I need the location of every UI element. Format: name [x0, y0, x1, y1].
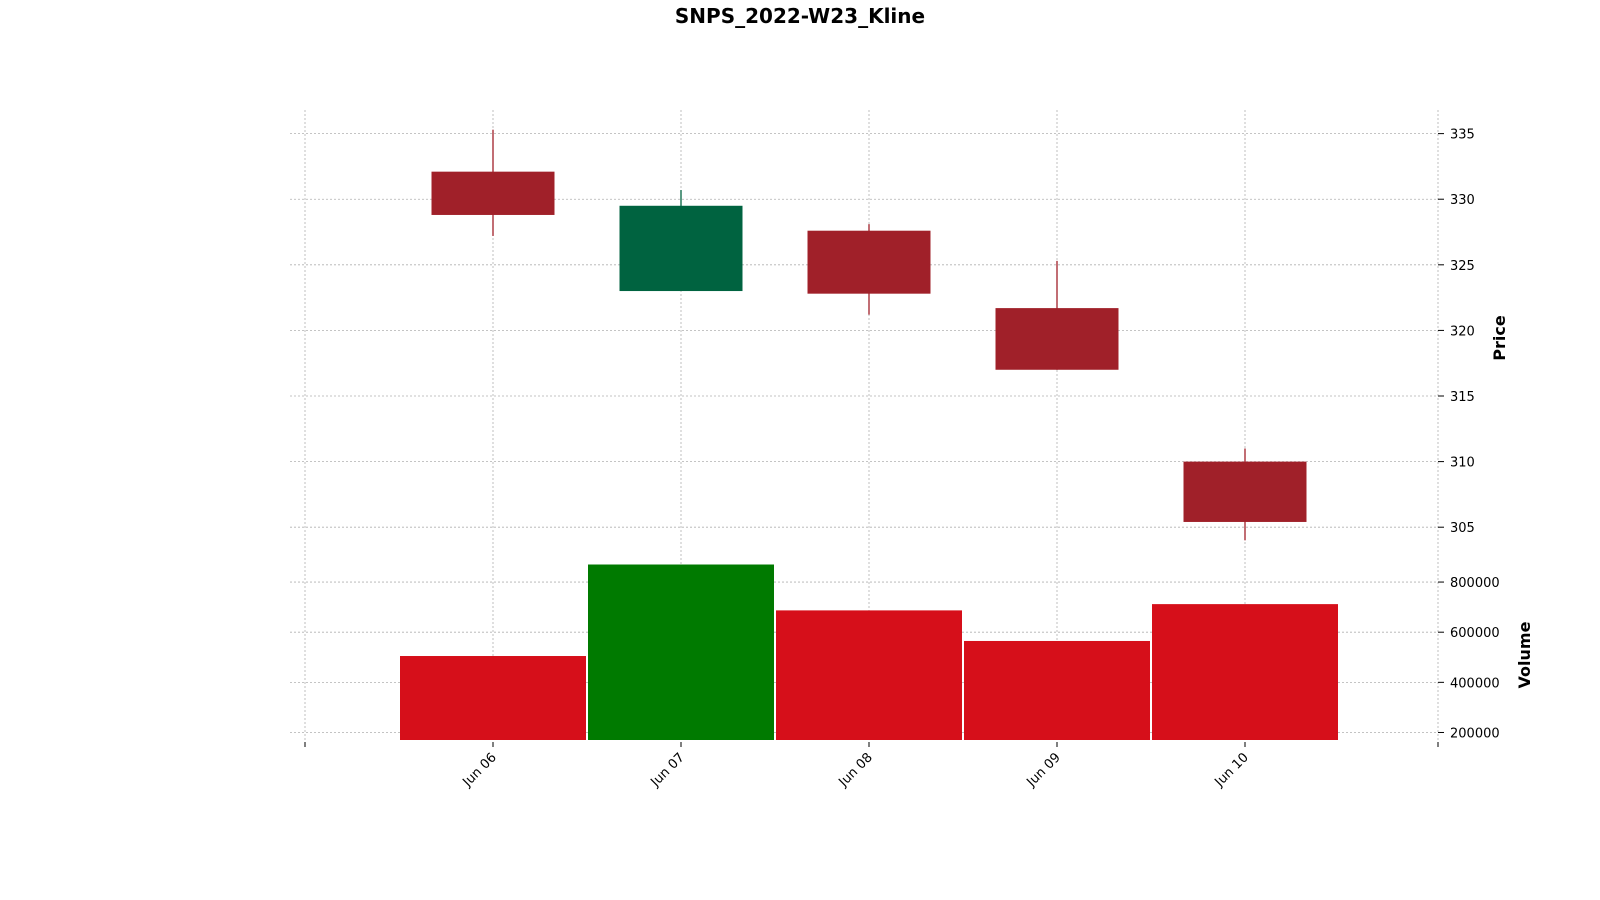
volume-bar: [400, 656, 586, 740]
price-axis-title: Price: [1490, 315, 1509, 361]
candle-body: [619, 205, 743, 292]
price-tick-label: 320: [1450, 324, 1475, 339]
candle-body: [1183, 461, 1307, 522]
price-tick-label: 305: [1450, 521, 1475, 536]
chart-title: SNPS_2022-W23_Kline: [674, 4, 926, 28]
volume-tick-label: 800000: [1450, 576, 1500, 591]
volume-bar: [1152, 604, 1338, 740]
x-tick-label: Jun 06: [460, 750, 500, 790]
candle-body: [995, 308, 1119, 370]
volume-tick-label: 400000: [1450, 676, 1500, 691]
volume-bars: [400, 564, 1338, 740]
candle-body: [431, 171, 555, 215]
volume-bar: [588, 564, 774, 740]
x-tick-label: Jun 09: [1024, 750, 1064, 790]
x-tick-label: Jun 08: [836, 750, 876, 790]
volume-bar: [776, 610, 962, 740]
price-tick-label: 330: [1450, 193, 1475, 208]
x-tick-label: Jun 10: [1212, 750, 1252, 790]
price-tick-label: 335: [1450, 128, 1475, 143]
volume-bar: [964, 640, 1150, 740]
candle-body: [807, 230, 931, 294]
price-tick-label: 315: [1450, 390, 1475, 405]
volume-axis-title: Volume: [1515, 621, 1534, 688]
price-tick-label: 325: [1450, 259, 1475, 274]
price-tick-label: 310: [1450, 456, 1475, 471]
x-tick-label: Jun 07: [648, 750, 688, 790]
volume-tick-label: 200000: [1450, 726, 1500, 741]
candles: [431, 129, 1307, 541]
volume-tick-label: 600000: [1450, 626, 1500, 641]
